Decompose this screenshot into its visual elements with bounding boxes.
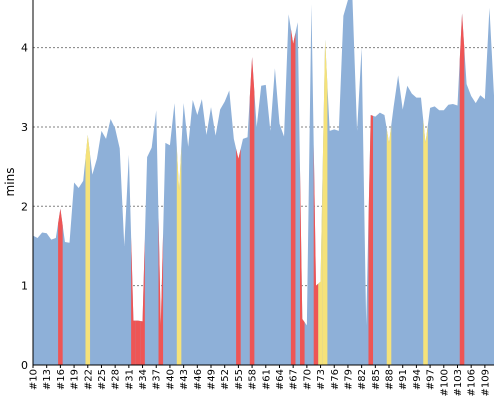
axes — [32, 0, 494, 368]
x-tick-label: #40 — [165, 369, 176, 390]
red-spike — [459, 13, 465, 366]
x-tick-label: #94 — [412, 369, 423, 390]
x-tick-label: #64 — [275, 369, 286, 390]
x-tick-label: #37 — [152, 369, 163, 390]
x-tick-label: #82 — [357, 369, 368, 390]
x-tick-label: #43 — [179, 369, 190, 390]
red-spike — [135, 320, 141, 365]
red-spike — [158, 217, 164, 365]
red-spike — [290, 28, 296, 366]
x-tick-label: #97 — [426, 369, 437, 390]
x-tick-label: #109 — [480, 369, 491, 396]
x-tick-label: #70 — [302, 369, 313, 390]
red-spike — [300, 170, 305, 365]
red-spike — [236, 148, 241, 365]
x-tick-label: #31 — [124, 369, 135, 390]
yellow-spike — [318, 160, 323, 365]
x-tick-label: #52 — [220, 369, 231, 390]
y-tick-label: 4 — [21, 42, 28, 55]
x-tick-label: #49 — [207, 369, 218, 390]
x-tick-label: #91 — [398, 369, 409, 390]
y-tick-label: 1 — [21, 280, 28, 293]
red-spike — [131, 237, 136, 365]
yellow-spike — [423, 120, 428, 366]
x-tick-label: #13 — [42, 369, 53, 390]
x-tick-label: #85 — [371, 369, 382, 390]
x-tick-labels: #10 #13 #16 #19 #22 #25 #28 #31 #34 #37 #40 #43 #46 #… — [29, 369, 492, 396]
x-tick-label: #19 — [70, 369, 81, 390]
x-tick-label: #16 — [56, 369, 67, 390]
x-tick-label: #79 — [343, 369, 354, 390]
x-tick-label: #100 — [439, 369, 450, 396]
x-tick-label: #88 — [385, 369, 396, 390]
x-tick-label: #73 — [316, 369, 327, 390]
red-spike — [368, 115, 374, 365]
yellow-spike — [322, 39, 328, 366]
red-spike — [249, 57, 255, 365]
x-tick-label: #106 — [467, 369, 478, 396]
x-tick-label: #55 — [234, 369, 245, 390]
x-tick-label: #58 — [248, 369, 259, 390]
area-series — [33, 0, 494, 366]
area-series-main — [33, 0, 494, 365]
yellow-spike — [85, 134, 91, 365]
yellow-spike — [386, 124, 392, 365]
y-tick-label: 2 — [21, 200, 28, 213]
x-tick-label: #46 — [193, 369, 204, 390]
x-tick-label: #76 — [330, 369, 341, 390]
x-tick-label: #22 — [83, 369, 94, 390]
red-spike — [58, 208, 63, 365]
x-tick-label: #67 — [289, 369, 300, 390]
x-tick-label: #10 — [29, 369, 40, 390]
y-tick-labels: 0 1 2 3 4 — [21, 42, 28, 372]
x-tick-label: #34 — [138, 369, 149, 390]
x-tick-label: #28 — [111, 369, 122, 390]
x-tick-label: #61 — [261, 369, 272, 390]
y-tick-label: 3 — [21, 121, 28, 134]
red-spike — [140, 239, 145, 365]
yellow-spike — [176, 146, 182, 365]
x-tick-label: #25 — [97, 369, 108, 390]
red-spike — [313, 144, 319, 365]
y-axis-label: mins — [3, 168, 17, 197]
x-tick-label: #103 — [453, 369, 464, 396]
y-tick-label: 0 — [21, 359, 28, 372]
